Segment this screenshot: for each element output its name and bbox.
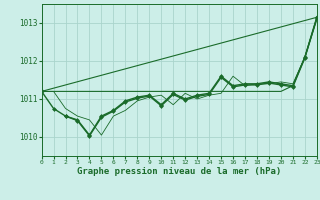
X-axis label: Graphe pression niveau de la mer (hPa): Graphe pression niveau de la mer (hPa) bbox=[77, 167, 281, 176]
